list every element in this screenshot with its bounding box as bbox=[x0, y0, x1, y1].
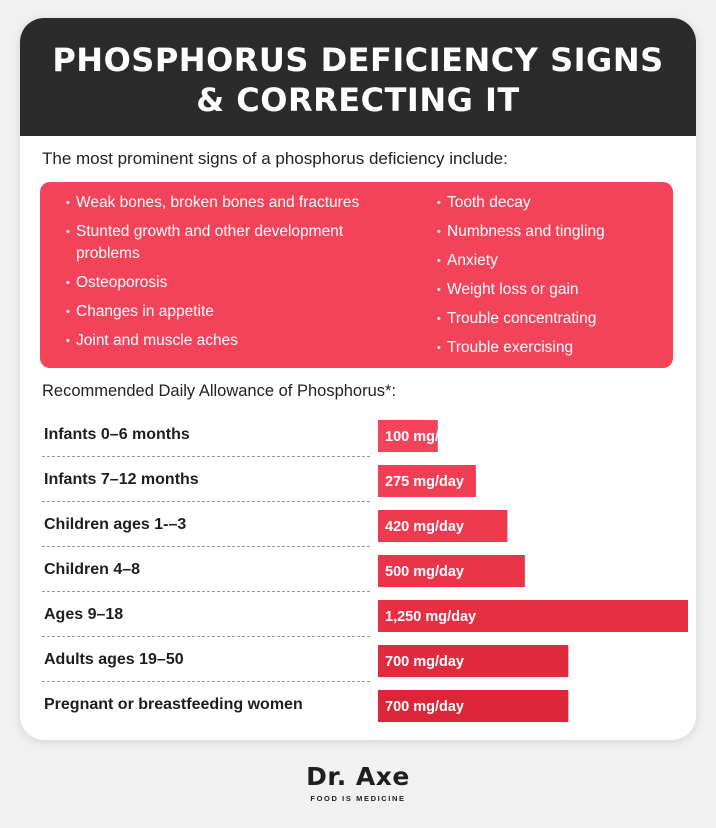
rda-bar bbox=[378, 420, 438, 452]
rda-bar-value-label: 420 mg/day bbox=[385, 519, 464, 535]
page-title-line-2: & CORRECTING IT bbox=[196, 81, 520, 119]
sign-item: Weak bones, broken bones and fractures bbox=[66, 192, 386, 214]
rda-bar-value-label: 275 mg/day bbox=[385, 474, 464, 490]
rda-category-label: Infants 7–12 months bbox=[44, 471, 199, 488]
rda-bar bbox=[378, 465, 476, 497]
rda-bar-value-label: 500 mg/day bbox=[385, 564, 464, 580]
rda-bar bbox=[378, 510, 508, 542]
sign-item: Stunted growth and other development pro… bbox=[66, 221, 386, 265]
signs-intro-text: The most prominent signs of a phosphorus… bbox=[42, 149, 508, 168]
brand-tagline: FOOD IS MEDICINE bbox=[310, 794, 406, 803]
rda-heading: Recommended Daily Allowance of Phosphoru… bbox=[42, 382, 397, 400]
rda-bar bbox=[378, 600, 688, 632]
rda-bar bbox=[378, 555, 525, 587]
brand-logo: Dr. Axe FOOD IS MEDICINE bbox=[0, 762, 716, 803]
rda-bar bbox=[378, 645, 569, 677]
rda-category-label: Infants 0–6 months bbox=[44, 426, 190, 443]
infographic-card: PHOSPHORUS DEFICIENCY SIGNS & CORRECTING… bbox=[20, 18, 696, 740]
rda-bar bbox=[378, 690, 569, 722]
signs-list-left: Weak bones, broken bones and fractures S… bbox=[66, 192, 386, 359]
rda-bar-value-label: 700 mg/day bbox=[385, 699, 464, 715]
rda-bar-value-label: 100 mg/day bbox=[385, 429, 464, 445]
sign-item: Joint and muscle aches bbox=[66, 330, 386, 352]
header-banner: PHOSPHORUS DEFICIENCY SIGNS & CORRECTING… bbox=[20, 18, 696, 136]
rda-category-label: Children 4–8 bbox=[44, 561, 140, 578]
rda-bar-value-label: 700 mg/day bbox=[385, 654, 464, 670]
sign-item: Anxiety bbox=[437, 250, 657, 272]
sign-item: Tooth decay bbox=[437, 192, 657, 214]
sign-item: Numbness and tingling bbox=[437, 221, 657, 243]
sign-item: Osteoporosis bbox=[66, 272, 386, 294]
signs-box: Weak bones, broken bones and fractures S… bbox=[40, 182, 673, 368]
sign-item: Weight loss or gain bbox=[437, 279, 657, 301]
sign-item: Trouble exercising bbox=[437, 337, 657, 359]
sign-item: Trouble concentrating bbox=[437, 308, 657, 330]
rda-category-label: Ages 9–18 bbox=[44, 606, 123, 623]
sign-item: Changes in appetite bbox=[66, 301, 386, 323]
brand-name: Dr. Axe bbox=[306, 762, 410, 791]
signs-list-right: Tooth decay Numbness and tingling Anxiet… bbox=[437, 192, 657, 366]
rda-bar-value-label: 1,250 mg/day bbox=[385, 609, 476, 625]
page-title-line-1: PHOSPHORUS DEFICIENCY SIGNS bbox=[52, 41, 664, 79]
rda-category-label: Adults ages 19–50 bbox=[44, 651, 184, 668]
rda-category-label: Pregnant or breastfeeding women bbox=[44, 696, 303, 713]
rda-category-label: Children ages 1-–3 bbox=[44, 516, 186, 533]
rda-bar-chart: 100 mg/day Infants 0–6 months 275 mg/day In… bbox=[42, 420, 688, 722]
